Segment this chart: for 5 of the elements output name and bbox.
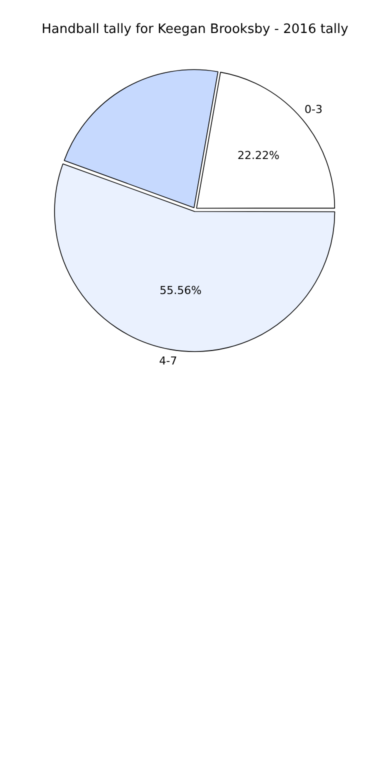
data-label: 22.22% <box>237 149 280 162</box>
slice-label: 0-3 <box>304 102 322 116</box>
data-label: 55.56% <box>160 284 202 297</box>
chart-title: Handball tally for Keegan Brooksby - 2016 tally <box>40 22 350 39</box>
slice-label: 4-7 <box>159 354 178 368</box>
